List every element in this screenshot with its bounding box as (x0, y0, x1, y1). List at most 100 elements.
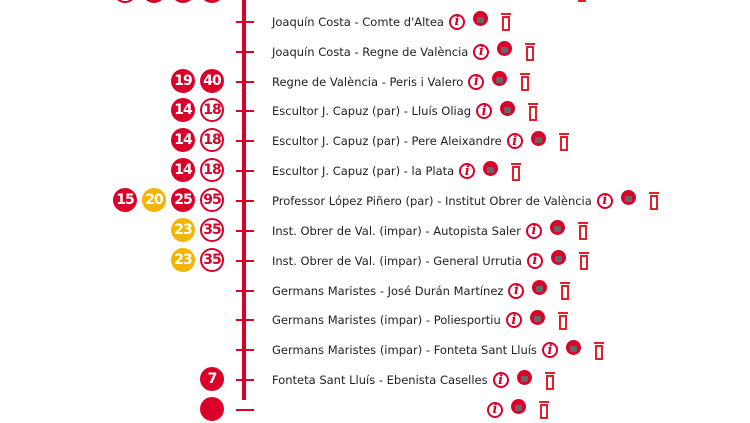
stop-content: Germans Maristes - José Durán Martínez i (272, 280, 571, 301)
stop-tick (236, 80, 254, 83)
bus-ticket-icon[interactable] (516, 369, 532, 385)
line-badge[interactable]: 35 (200, 217, 224, 242)
stop-row: 15 20 25 95 Professor López Piñero (par) - I… (0, 187, 750, 214)
line-badges: 14 18 (171, 158, 224, 183)
bin-icon[interactable] (593, 341, 604, 360)
stop-tick (236, 140, 254, 143)
bin-icon[interactable] (578, 222, 588, 241)
line-badge[interactable]: 40 (200, 68, 224, 93)
line-badge[interactable]: 19 (171, 68, 195, 93)
bus-ticket-icon[interactable] (500, 100, 516, 116)
stop-content: Inst. Obrer de Val. (impar) - General Ur… (272, 250, 589, 271)
bus-ticket-icon[interactable] (483, 160, 499, 176)
stop-name[interactable]: Escultor J. Capuz (par) - Lluís Oliag (272, 104, 472, 119)
line-badge[interactable] (200, 396, 224, 421)
bin-icon[interactable] (520, 73, 531, 92)
stop-name[interactable]: Inst. Obrer de Val. (impar) - Autopista … (272, 223, 521, 238)
bus-ticket-icon[interactable] (472, 11, 488, 27)
bin-icon[interactable] (539, 401, 549, 420)
bin-icon[interactable] (578, 0, 586, 2)
stop-content: Germans Maristes (impar) - Fonteta Sant … (272, 339, 604, 360)
line-badge[interactable]: 25 (171, 187, 195, 212)
bus-ticket-icon[interactable] (550, 220, 565, 236)
bin-icon[interactable] (560, 282, 571, 300)
line-badge[interactable]: 7 (200, 367, 224, 392)
stop-name[interactable]: Professor López Piñero (par) - Institut … (272, 193, 592, 208)
line-badge[interactable]: 14 (171, 98, 195, 123)
bus-ticket-icon[interactable] (530, 130, 546, 146)
info-icon[interactable]: i (473, 43, 490, 60)
line-badges: 19 40 (171, 68, 224, 93)
bin-icon[interactable] (544, 371, 555, 390)
stop-tick (236, 229, 254, 232)
stop-content: Escultor J. Capuz (par) - la Plata i (272, 160, 522, 181)
stop-name[interactable]: Regne de València - Peris i Valero (272, 74, 464, 89)
line-badge[interactable]: 14 (171, 128, 195, 153)
stop-name[interactable]: Fonteta Sant Lluís - Ebenista Caselles (272, 373, 488, 388)
line-badge[interactable]: 15 (113, 187, 137, 212)
line-badge[interactable] (171, 0, 195, 3)
info-icon[interactable]: i (506, 133, 523, 150)
stop-row: 23 35 Inst. Obrer de Val. (impar) - Genera… (0, 247, 750, 274)
info-icon[interactable]: i (476, 103, 493, 120)
bin-icon[interactable] (525, 43, 536, 62)
info-icon[interactable]: i (505, 312, 522, 329)
stop-name[interactable]: Inst. Obrer de Val. (impar) - General Ur… (272, 253, 522, 268)
line-badge[interactable]: 35 (200, 247, 224, 272)
stop-name[interactable]: Germans Maristes (impar) - Poliesportiu (272, 313, 501, 328)
line-badge[interactable] (200, 0, 224, 3)
stop-name[interactable]: Germans Maristes - José Durán Martínez (272, 283, 504, 298)
stop-tick (236, 110, 254, 113)
info-icon[interactable]: i (492, 372, 509, 389)
stop-tick (236, 259, 254, 262)
info-icon[interactable]: i (468, 73, 485, 90)
stop-row: 7 Fonteta Sant Lluís - Ebenista Caselles i (0, 367, 750, 393)
bus-ticket-icon[interactable] (529, 309, 545, 325)
line-badge[interactable] (113, 0, 137, 3)
stop-name[interactable]: Escultor J. Capuz (par) - Pere Aleixandr… (272, 134, 502, 149)
line-badges: 14 18 (171, 128, 224, 153)
line-badge[interactable]: 14 (171, 158, 195, 183)
stop-row: Germans Maristes - José Durán Martínez i (0, 278, 750, 304)
stop-tick (236, 50, 254, 53)
bus-ticket-icon[interactable] (492, 71, 508, 87)
line-badge[interactable]: 18 (200, 158, 224, 183)
info-icon[interactable]: i (526, 252, 543, 269)
line-badge[interactable]: 23 (171, 247, 195, 272)
line-badge[interactable]: 18 (200, 128, 224, 153)
line-badge[interactable]: 23 (171, 217, 195, 242)
bin-icon[interactable] (500, 13, 511, 32)
bus-ticket-icon[interactable] (565, 339, 581, 355)
stop-name[interactable]: Joaquín Costa - Regne de València (272, 44, 469, 59)
info-icon[interactable]: i (508, 282, 525, 299)
info-icon[interactable]: i (487, 401, 503, 418)
bus-ticket-icon[interactable] (620, 190, 636, 206)
bin-icon[interactable] (511, 162, 522, 181)
stop-name[interactable]: Joaquín Costa - Comte d'Altea (272, 14, 444, 29)
info-icon[interactable]: i (541, 342, 558, 359)
info-icon[interactable]: i (459, 163, 476, 180)
line-badge[interactable]: 20 (142, 187, 166, 212)
bin-icon[interactable] (557, 311, 568, 330)
stop-tick (236, 349, 254, 352)
bin-icon[interactable] (648, 192, 659, 211)
stop-name[interactable]: Escultor J. Capuz (par) - la Plata (272, 164, 455, 179)
bin-icon[interactable] (578, 252, 589, 271)
info-icon[interactable]: i (448, 13, 465, 30)
stop-tick (236, 170, 254, 173)
info-icon[interactable]: i (596, 192, 613, 209)
bin-icon[interactable] (558, 132, 569, 151)
bus-ticket-icon[interactable] (511, 399, 526, 415)
stop-name[interactable]: Germans Maristes (impar) - Fonteta Sant … (272, 343, 537, 358)
info-icon[interactable]: i (526, 222, 542, 239)
line-badge[interactable]: 95 (200, 187, 224, 212)
stop-tick (236, 319, 254, 322)
line-badge[interactable]: 18 (200, 98, 224, 123)
bus-ticket-icon[interactable] (497, 41, 513, 57)
bus-ticket-icon[interactable] (532, 280, 548, 295)
bin-icon[interactable] (528, 102, 539, 121)
line-badges: 23 35 (171, 217, 224, 242)
bus-ticket-icon[interactable] (550, 250, 566, 266)
line-badge[interactable] (142, 0, 166, 3)
stop-row: 14 18 Escultor J. Capuz (par) - Lluís Olia… (0, 98, 750, 124)
